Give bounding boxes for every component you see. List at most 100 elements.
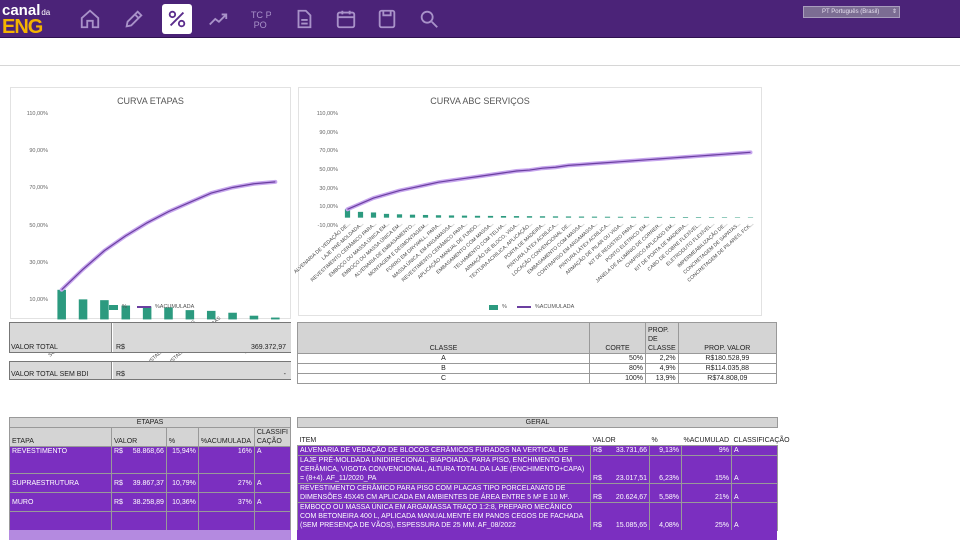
bar-percent (142, 306, 152, 320)
bar-percent (552, 216, 559, 218)
bar-percent (422, 214, 429, 218)
table-row: REVESTIMENTO R$ 58.868,66 15,94% 16% A (9, 446, 292, 474)
col-header-prop-valor: PROP. VALOR (677, 322, 778, 354)
y-tick-label: 50,00% (29, 222, 48, 229)
bar-percent (249, 315, 259, 320)
language-selector[interactable]: PT Português (Brasil) ⇕ (803, 6, 900, 18)
bar-percent (164, 307, 173, 320)
col-header-classe: CLASSE (297, 322, 590, 354)
calendar-icon[interactable] (331, 4, 361, 34)
bar-percent (344, 209, 351, 218)
etapas-table: ETAPAS ETAPA VALOR % %ACUMULADA CLASSIFI… (9, 417, 292, 540)
col-header-classificacao: CLASSIFI CAÇÃO (253, 427, 292, 447)
bar-percent (695, 217, 702, 218)
bar-percent (526, 216, 533, 218)
col-header-valor: VALOR (111, 427, 167, 447)
bar-percent (435, 215, 442, 218)
y-tick-label: 10,00% (319, 204, 338, 211)
table-row: REVESTIMENTO CERÂMICO PARA PISO COM PLAC… (297, 483, 779, 503)
cumulative-line (61, 181, 276, 291)
curva-etapas-chart: CURVA ETAPAS 110,00% 90,00% 70,00% 50,00% 30… (10, 87, 291, 367)
table-row: SUPRAESTRUTURA R$ 39.867,37 10,79% 27% A (9, 473, 292, 493)
bar-percent (513, 216, 520, 218)
valor-sem-bdi-box: VALOR TOTAL SEM BDI R$ - (9, 361, 291, 380)
table-row: B 80% 4,9% R$114.035,88 (297, 363, 778, 374)
chart-legend: % %ACUMULADA (109, 304, 194, 310)
col-header-acumulada: %ACUMULADA (197, 427, 255, 447)
pencil-icon[interactable] (119, 4, 149, 34)
col-header-item: ITEM (299, 437, 317, 444)
next-row-etapas (9, 530, 291, 540)
svg-text:TC PO: TC PO (251, 10, 271, 20)
bar-percent (185, 310, 195, 320)
bar-percent (383, 213, 390, 218)
canal-da-eng-logo[interactable]: canalda ENG (2, 2, 62, 38)
divider (0, 65, 960, 66)
bar-percent (630, 216, 637, 218)
cumulative-line-glow (345, 150, 753, 212)
valor-sem-bdi-value: - (283, 371, 286, 378)
table-row: EMBOÇO OU MASSA ÚNICA EM ARGAMASSA TRAÇO… (297, 502, 779, 531)
logo-line2: ENG (2, 16, 43, 38)
col-header-acumulada: %ACUMULAD (683, 437, 730, 444)
geral-table: GERAL ITEM VALOR % %ACUMULAD CLASSIFICAÇ… (296, 417, 790, 531)
col-header-percent: % (651, 437, 658, 444)
geral-title: GERAL (296, 417, 779, 428)
document-icon[interactable] (289, 4, 319, 34)
chart-legend: % %ACUMULADA (489, 304, 574, 310)
bar-percent (565, 216, 572, 218)
bar-percent (539, 216, 546, 218)
bar-percent (271, 317, 280, 320)
bar-percent (500, 215, 507, 218)
bar-percent (461, 215, 468, 218)
bar-percent (643, 216, 650, 218)
chart-title: CURVA ABC SERVIÇOS (430, 96, 530, 106)
search-icon[interactable] (414, 4, 444, 34)
bar-percent (682, 217, 689, 218)
bar-percent (487, 215, 494, 218)
y-tick-label: 90,00% (29, 148, 48, 155)
next-row-geral (297, 530, 777, 540)
trend-chart-icon[interactable] (203, 4, 233, 34)
col-header-prop-classe: PROP. DE CLASSE (645, 322, 679, 354)
curva-abc-chart: CURVA ABC SERVIÇOS 110,00% 90,00% 70,00% 50… (292, 87, 762, 316)
bar-percent (121, 305, 131, 320)
bar-percent (669, 216, 676, 218)
bar-percent (591, 216, 598, 218)
valor-total-value: 369.372,97 (250, 344, 286, 351)
chart-title: CURVA ETAPAS (117, 96, 184, 106)
y-tick-label: 110,00% (316, 111, 338, 117)
valor-sem-bdi-label: VALOR TOTAL SEM BDI (11, 371, 89, 378)
logo-line1: canal (2, 2, 41, 19)
bar-percent (206, 310, 216, 320)
y-tick-label: 30,00% (29, 259, 48, 266)
home-icon[interactable] (75, 4, 105, 34)
classes-table: CLASSE CORTE PROP. DE CLASSE PROP. VALOR… (297, 322, 778, 384)
y-tick-label: 70,00% (29, 185, 48, 192)
bar-percent (448, 215, 455, 218)
valor-total-box: VALOR TOTAL R$ 369.372,97 (9, 322, 291, 353)
col-header-etapa: ETAPA (9, 427, 112, 447)
percent-icon[interactable] (162, 4, 192, 34)
bar-percent (78, 299, 88, 320)
bar-percent (656, 216, 663, 218)
bar-percent (474, 215, 481, 218)
y-tick-label: 90,00% (319, 129, 338, 136)
bar-percent (604, 216, 611, 218)
y-tick-label: 50,00% (319, 167, 338, 173)
etapas-title: ETAPAS (9, 417, 291, 428)
bar-percent (228, 312, 237, 320)
y-tick-label: 30,00% (319, 185, 338, 192)
table-row: C 100% 13,9% R$74.808,09 (297, 373, 778, 384)
language-label: PT Português (Brasil) (822, 9, 880, 15)
valor-total-currency: R$ (116, 344, 125, 351)
bar-percent (396, 214, 403, 218)
valor-sem-bdi-currency: R$ (116, 371, 125, 378)
logo-line1-small: da (41, 8, 51, 17)
save-icon[interactable] (372, 4, 402, 34)
bar-percent (57, 289, 66, 320)
y-tick-label: 10,00% (29, 296, 48, 303)
dropdown-arrow-icon: ⇕ (891, 9, 897, 15)
